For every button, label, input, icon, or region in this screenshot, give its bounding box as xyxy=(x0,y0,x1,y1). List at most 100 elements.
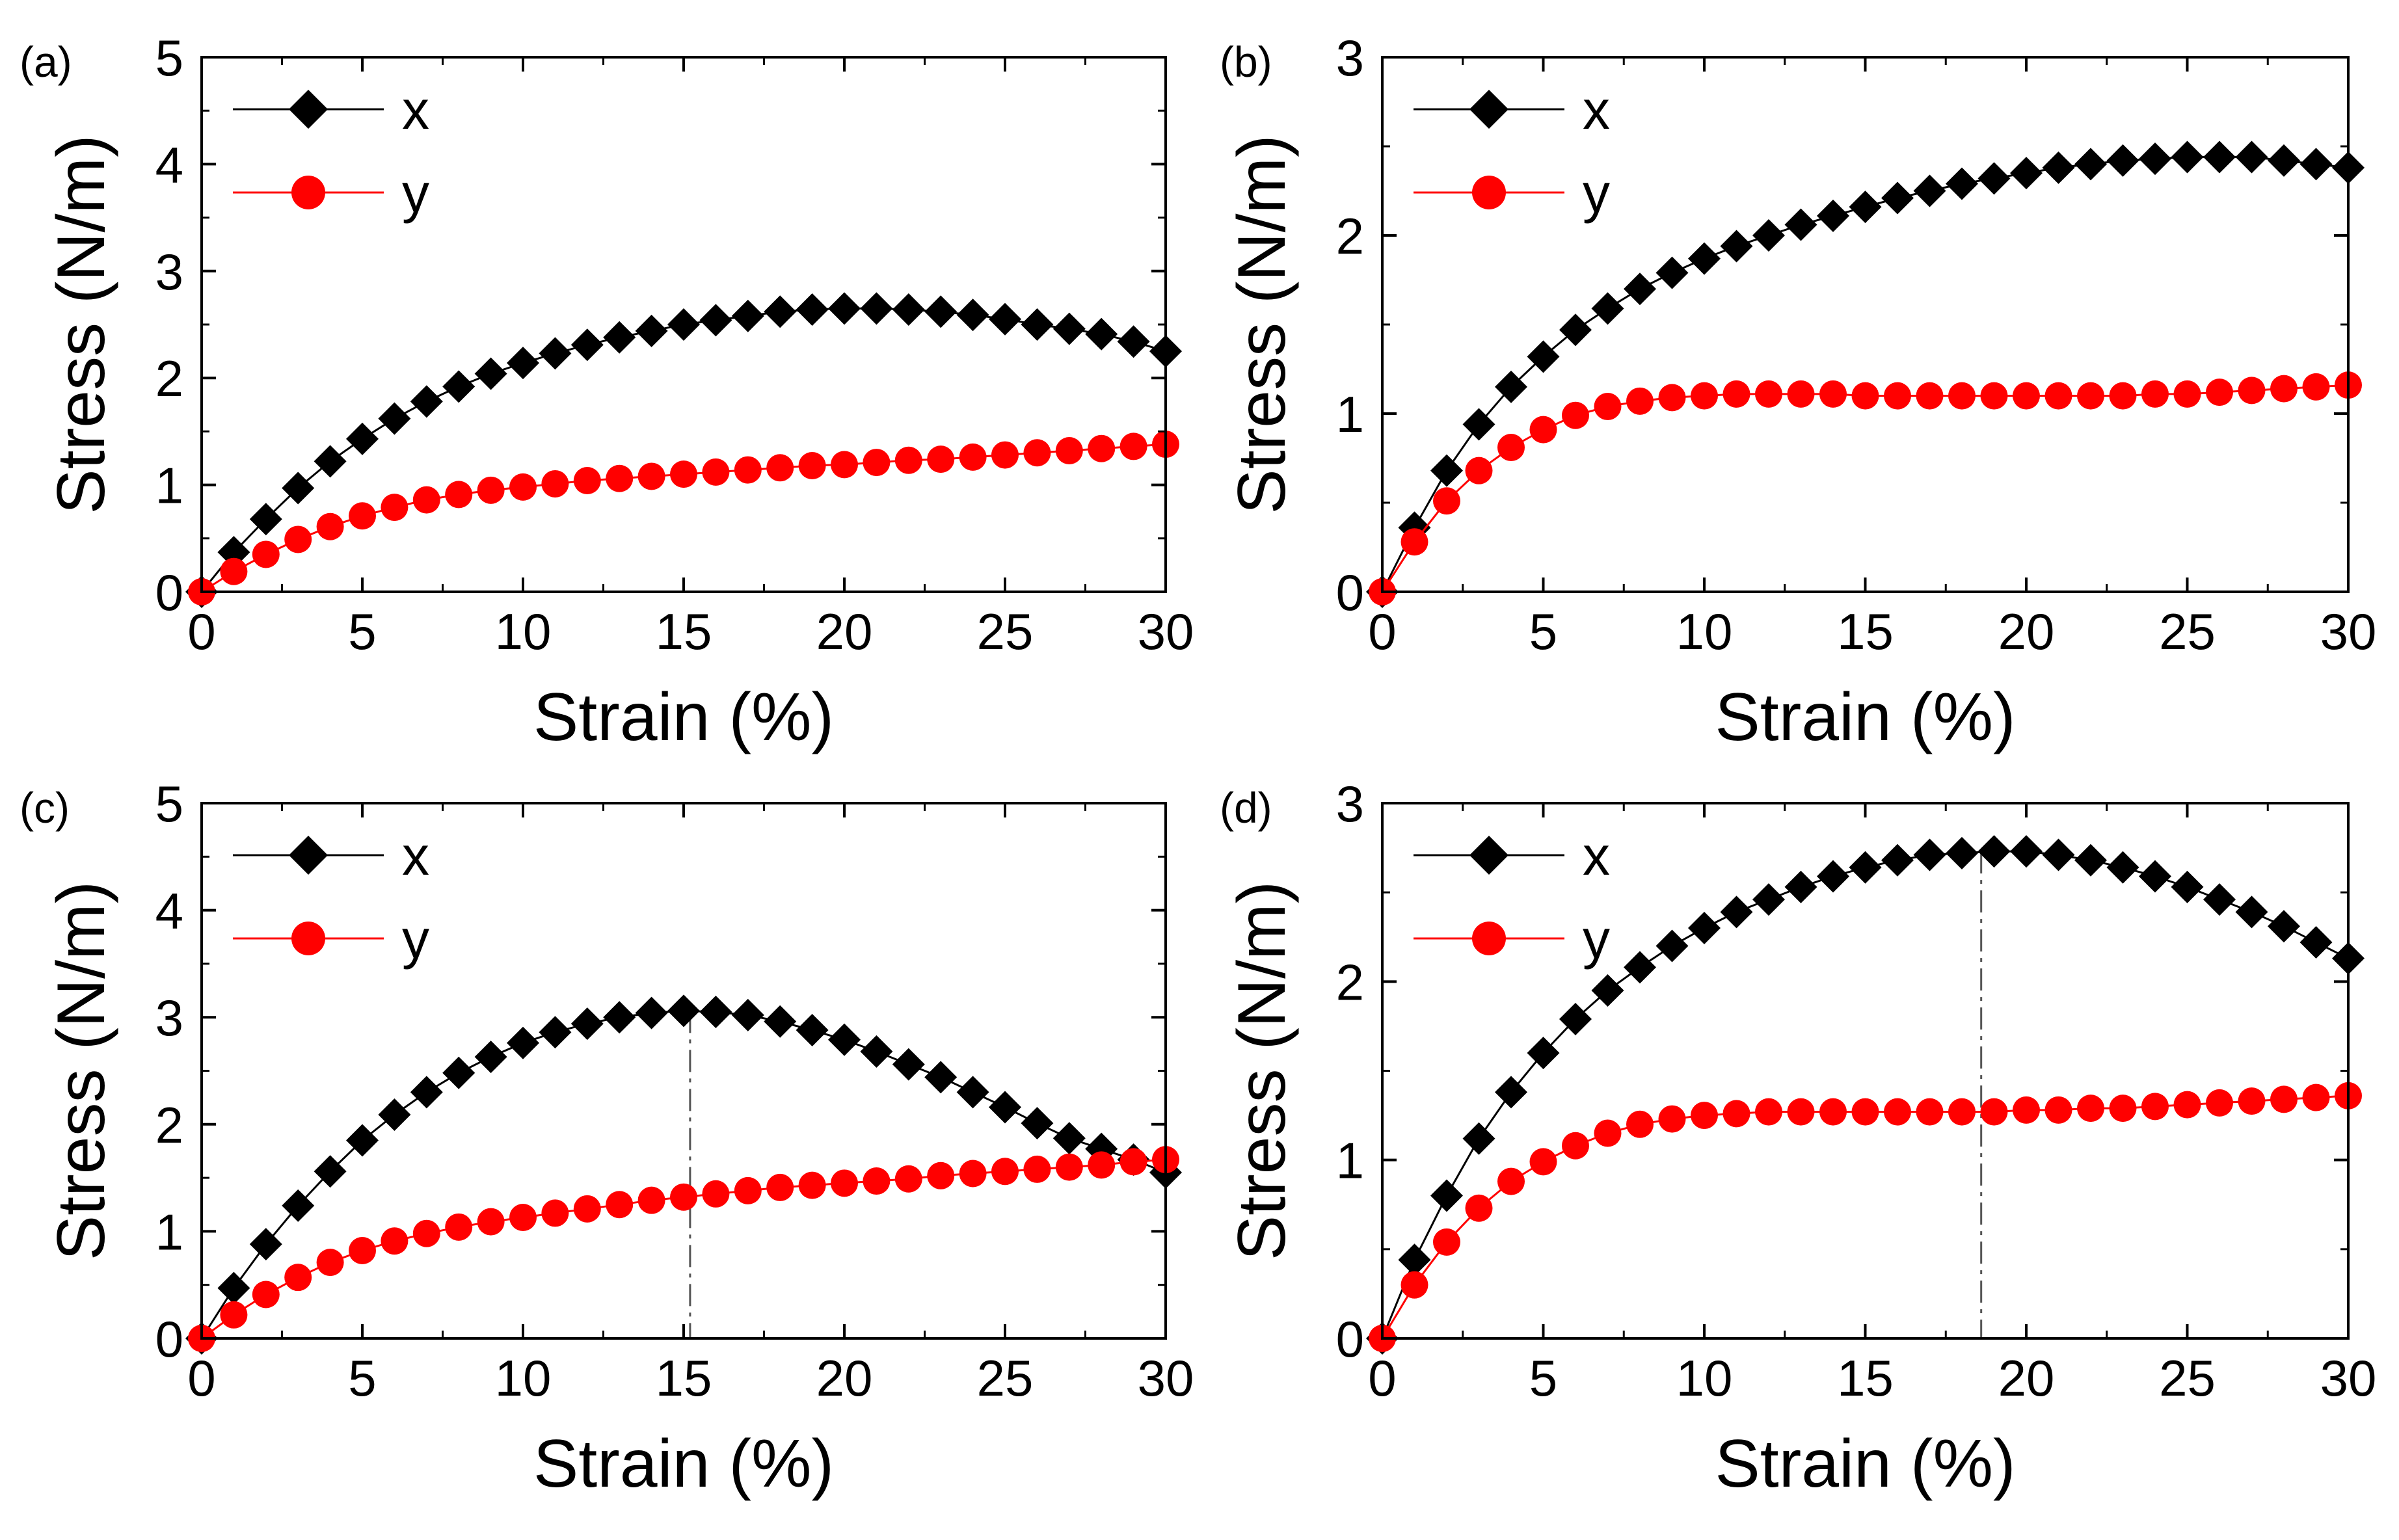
data-point-x xyxy=(474,357,507,390)
data-point-y xyxy=(445,481,473,509)
data-point-y xyxy=(2238,377,2266,405)
data-point-x xyxy=(956,1076,989,1109)
data-point-x xyxy=(1913,174,1946,207)
data-point-x xyxy=(1591,292,1624,325)
legend-label-x: x xyxy=(1583,825,1610,886)
legend-circle-icon xyxy=(1472,922,1506,955)
data-point-y xyxy=(284,1264,312,1292)
data-point-x xyxy=(539,1016,572,1049)
x-tick-label: 30 xyxy=(2320,603,2377,660)
data-point-y xyxy=(991,1158,1019,1186)
data-point-y xyxy=(1497,434,1525,462)
data-point-y xyxy=(2270,1085,2298,1113)
data-point-y xyxy=(2013,382,2040,410)
data-point-y xyxy=(991,441,1019,469)
data-point-x xyxy=(1430,454,1463,487)
data-point-x xyxy=(1881,843,1914,877)
y-tick-label: 2 xyxy=(155,350,183,407)
data-point-x xyxy=(796,293,829,326)
data-point-y xyxy=(2302,373,2330,401)
data-point-y xyxy=(1594,393,1622,421)
data-point-x xyxy=(796,1013,829,1046)
panel-label: (a) xyxy=(20,38,72,86)
data-point-x xyxy=(1021,308,1054,341)
data-point-y xyxy=(541,470,569,498)
data-point-x xyxy=(1052,1122,1086,1155)
data-point-y xyxy=(1722,1100,1750,1128)
data-point-y xyxy=(1119,1148,1147,1176)
data-point-y xyxy=(220,1301,248,1329)
data-point-y xyxy=(1819,1098,1847,1126)
x-tick-label: 10 xyxy=(1676,603,1733,660)
data-point-y xyxy=(1851,1098,1879,1126)
data-point-y xyxy=(1401,528,1428,556)
data-point-x xyxy=(1977,162,2011,195)
x-tick-label: 5 xyxy=(1529,1349,1557,1407)
data-point-x xyxy=(2171,870,2204,903)
data-point-y xyxy=(1626,387,1654,415)
data-point-y xyxy=(1980,1098,2008,1126)
data-point-y xyxy=(863,1167,891,1195)
data-point-x xyxy=(217,1271,250,1305)
data-point-y xyxy=(349,502,376,530)
data-point-y xyxy=(1658,384,1686,412)
data-point-x xyxy=(989,1091,1021,1124)
data-point-x xyxy=(1784,870,1817,903)
x-tick-label: 0 xyxy=(1368,603,1396,660)
data-point-x xyxy=(2171,140,2204,174)
x-tick-label: 20 xyxy=(816,1349,873,1407)
data-point-y xyxy=(766,454,794,482)
data-point-x xyxy=(474,1041,507,1074)
x-tick-label: 25 xyxy=(2159,603,2216,660)
data-point-y xyxy=(1916,382,1944,410)
data-point-x xyxy=(699,995,732,1028)
data-point-x xyxy=(860,292,893,325)
data-point-y xyxy=(381,1227,409,1255)
y-tick-label: 1 xyxy=(155,1203,183,1260)
data-point-y xyxy=(573,467,601,495)
data-point-x xyxy=(1527,340,1560,373)
x-tick-label: 15 xyxy=(1837,603,1894,660)
panel-label: (d) xyxy=(1220,784,1272,832)
y-tick-label: 1 xyxy=(155,457,183,514)
data-point-y xyxy=(637,1186,665,1214)
data-point-y xyxy=(2173,1091,2201,1119)
data-point-y xyxy=(316,512,344,540)
x-axis-title: Strain (%) xyxy=(533,1426,834,1502)
data-point-y xyxy=(927,445,955,473)
y-tick-label: 3 xyxy=(155,243,183,300)
data-point-x xyxy=(1720,230,1753,263)
data-point-y xyxy=(1529,416,1557,444)
data-point-y xyxy=(477,476,505,504)
data-point-y xyxy=(1787,380,1815,408)
data-point-x xyxy=(1913,838,1946,871)
data-point-y xyxy=(831,451,858,479)
data-point-x xyxy=(635,996,668,1029)
data-point-y xyxy=(349,1237,376,1265)
data-point-y xyxy=(1088,1151,1116,1179)
y-tick-label: 0 xyxy=(155,1310,183,1368)
y-axis-title: Stress (N/m) xyxy=(1224,135,1300,514)
data-point-y xyxy=(1497,1167,1525,1195)
data-point-x xyxy=(410,385,443,418)
data-point-y xyxy=(606,464,634,492)
y-tick-label: 4 xyxy=(155,136,183,193)
data-point-x xyxy=(314,445,347,478)
data-point-x xyxy=(1688,242,1721,275)
data-point-y xyxy=(220,557,248,585)
legend-circle-icon xyxy=(291,176,325,209)
y-tick-label: 3 xyxy=(1336,775,1364,832)
data-point-y xyxy=(1088,434,1116,462)
x-tick-label: 0 xyxy=(1368,1349,1396,1407)
data-point-y xyxy=(2206,378,2233,406)
data-point-x xyxy=(1559,1002,1592,1035)
data-point-y xyxy=(1594,1119,1622,1147)
data-point-x xyxy=(507,1026,539,1059)
data-point-x xyxy=(2235,140,2268,174)
data-point-x xyxy=(892,1048,925,1081)
data-point-x xyxy=(1462,1122,1495,1155)
data-point-y xyxy=(1884,1098,1911,1126)
data-point-y xyxy=(1787,1098,1815,1126)
chart-panel-c: (c) 0 5 10 15 20 25 30 0 1 2 3 4 5 Strain (%) Stress (N… xyxy=(20,775,1194,1502)
